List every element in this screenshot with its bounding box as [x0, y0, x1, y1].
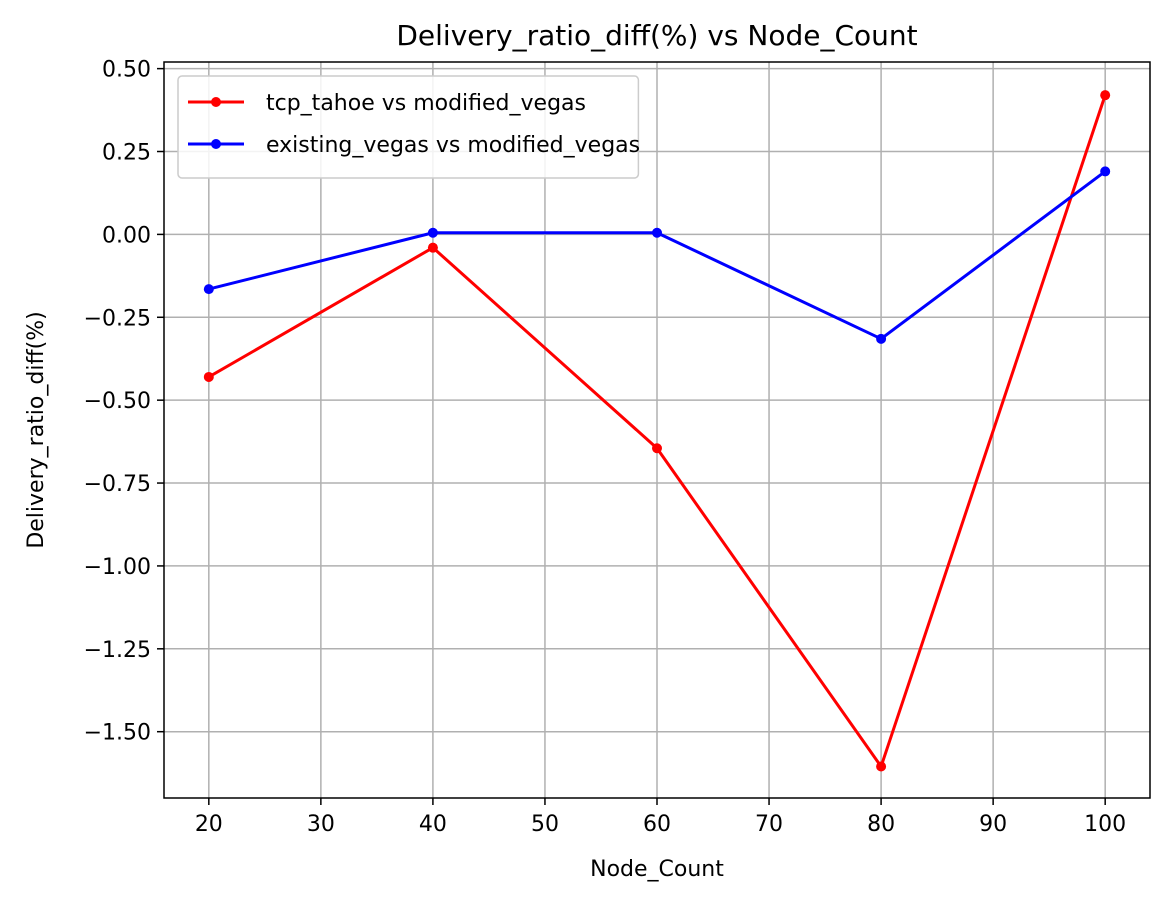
- chart-title: Delivery_ratio_diff(%) vs Node_Count: [396, 19, 917, 52]
- series-layer: [203, 90, 1111, 772]
- y-axis-title: Delivery_ratio_diff(%): [24, 311, 49, 548]
- y-tick-label: −1.25: [84, 638, 151, 663]
- y-tick-label: −0.75: [84, 472, 151, 497]
- data-point: [876, 761, 887, 772]
- x-tick-label: 100: [1084, 812, 1126, 837]
- y-tick-label: −1.50: [84, 721, 151, 746]
- data-point: [652, 227, 662, 238]
- y-tick-label: −0.50: [84, 389, 151, 414]
- legend-label: existing_vegas vs modified_vegas: [266, 133, 640, 158]
- legend-label: tcp_tahoe vs modified_vegas: [266, 91, 586, 116]
- x-tick-label: 60: [643, 812, 671, 837]
- x-tick-label: 90: [979, 812, 1007, 837]
- series-1: [203, 166, 1111, 344]
- x-tick-label: 70: [755, 812, 783, 837]
- y-axis: 0.50 0.25 0.00 −0.25 −0.50 −0.75 −1.00 −1.25 −1.…: [84, 58, 164, 746]
- data-point: [1100, 166, 1111, 177]
- y-tick-label: 0.25: [102, 141, 151, 166]
- legend-box: [177, 75, 640, 179]
- x-axis-title: Node_Count: [590, 857, 724, 882]
- legend-swatch-marker: [211, 139, 221, 149]
- y-tick-label: −1.00: [84, 555, 151, 580]
- grid: [164, 62, 1150, 798]
- x-tick-label: 20: [195, 812, 223, 837]
- legend-swatch-marker: [211, 97, 221, 107]
- x-tick-label: 80: [867, 812, 895, 837]
- data-point: [876, 333, 887, 344]
- data-point: [652, 443, 662, 454]
- data-point: [203, 371, 214, 382]
- y-tick-label: 0.00: [102, 223, 151, 248]
- data-point: [427, 242, 438, 253]
- x-tick-label: 50: [531, 812, 559, 837]
- data-point: [427, 227, 438, 238]
- legend: tcp_tahoe vs modified_vegas existing_vega…: [177, 75, 640, 179]
- x-axis: 20 30 40 50 60 70 80 90 100: [195, 798, 1126, 837]
- x-tick-label: 30: [307, 812, 335, 837]
- data-point: [203, 284, 214, 295]
- x-tick-label: 40: [419, 812, 447, 837]
- y-tick-label: 0.50: [102, 58, 151, 83]
- series-0: [203, 90, 1111, 772]
- data-point: [1100, 90, 1111, 101]
- y-tick-label: −0.25: [84, 306, 151, 331]
